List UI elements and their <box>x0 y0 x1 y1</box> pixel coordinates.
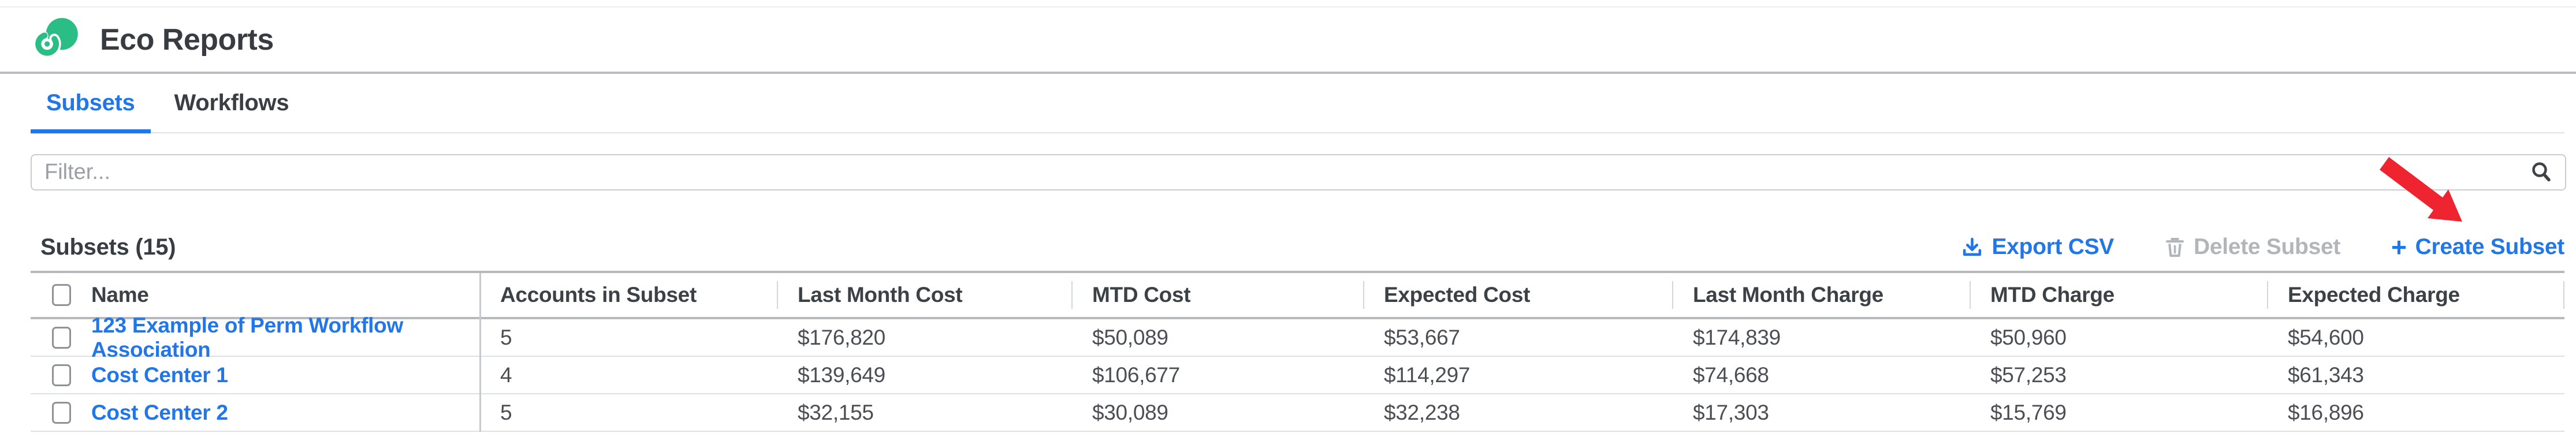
export-csv-button[interactable]: Export CSV <box>1961 234 2114 260</box>
header-cell-last-month-cost: Last Month Cost <box>777 273 1071 317</box>
subsets-table: Name Accounts in Subset Last Month Cost … <box>31 271 2564 432</box>
row-checkbox[interactable] <box>52 401 71 424</box>
actions-group: Export CSV Delete Subset + Create Subset <box>1961 234 2564 260</box>
header-cell-accounts: Accounts in Subset <box>479 273 777 317</box>
cell-expected-cost: $53,667 <box>1384 325 1460 349</box>
search-icon[interactable] <box>2529 160 2553 185</box>
cell-mtd-charge: $15,769 <box>1990 400 2067 424</box>
table-header-row: Name Accounts in Subset Last Month Cost … <box>31 273 2564 319</box>
cell-name: Cost Center 2 <box>31 394 479 431</box>
download-icon <box>1963 237 1982 256</box>
create-subset-button[interactable]: + Create Subset <box>2391 234 2564 260</box>
cell-last-month-cost: $139,649 <box>798 363 885 387</box>
plus-icon: + <box>2391 232 2407 262</box>
header-cell-last-month-charge: Last Month Charge <box>1672 273 1970 317</box>
row-checkbox[interactable] <box>52 364 71 386</box>
subset-name-link[interactable]: Cost Center 1 <box>91 363 228 387</box>
table-row: Cost Center 1 4 $139,649 $106,677 $114,2… <box>31 357 2564 394</box>
cell-mtd-charge: $57,253 <box>1990 363 2067 387</box>
header-cell-expected-charge: Expected Charge <box>2267 273 2564 317</box>
tab-workflows[interactable]: Workflows <box>174 90 289 115</box>
header-divider <box>0 72 2576 74</box>
app-header: Eco Reports <box>31 8 274 72</box>
cell-expected-charge: $16,896 <box>2288 400 2364 424</box>
list-toolbar: Subsets (15) Export CSV Delete Subset <box>31 232 2564 262</box>
create-subset-label: Create Subset <box>2415 234 2565 259</box>
column-label: Accounts in Subset <box>500 283 697 307</box>
tab-subsets[interactable]: Subsets <box>31 74 151 133</box>
column-label: Expected Cost <box>1384 283 1531 307</box>
eco-logo-icon <box>33 17 78 58</box>
cell-mtd-cost: $30,089 <box>1092 400 1168 424</box>
column-label: Last Month Charge <box>1693 283 1883 307</box>
filter-box <box>31 154 2566 191</box>
cell-last-month-cost: $176,820 <box>798 325 885 349</box>
page-title: Eco Reports <box>100 23 274 57</box>
cell-accounts: 5 <box>500 400 512 424</box>
subset-name-link[interactable]: Cost Center 2 <box>91 400 228 424</box>
header-cell-expected-cost: Expected Cost <box>1363 273 1672 317</box>
cell-accounts: 4 <box>500 363 512 387</box>
cell-last-month-cost: $32,155 <box>798 400 874 424</box>
filter-input[interactable] <box>32 160 2529 185</box>
cell-last-month-charge: $17,303 <box>1693 400 1769 424</box>
column-label: MTD Charge <box>1990 283 2115 307</box>
cell-last-month-charge: $174,839 <box>1693 325 1781 349</box>
cell-expected-cost: $114,297 <box>1384 363 1471 387</box>
delete-subset-button[interactable]: Delete Subset <box>2165 234 2340 260</box>
export-csv-label: Export CSV <box>1991 234 2115 259</box>
tab-bar: Subsets Workflows <box>31 74 2564 133</box>
subset-name-link[interactable]: 123 Example of Perm Workflow Association <box>91 313 403 361</box>
table-row: 123 Example of Perm Workflow Association… <box>31 313 2564 361</box>
header-cell-mtd-cost: MTD Cost <box>1071 273 1363 317</box>
header-cell-mtd-charge: MTD Charge <box>1970 273 2267 317</box>
cell-last-month-charge: $74,668 <box>1693 363 1769 387</box>
table-row: Cost Center 2 5 $32,155 $30,089 $32,238 … <box>31 394 2564 432</box>
cell-expected-charge: $54,600 <box>2288 325 2364 349</box>
top-hairline <box>0 6 2576 8</box>
cell-expected-cost: $32,238 <box>1384 400 1460 424</box>
delete-subset-label: Delete Subset <box>2194 234 2341 259</box>
column-label: Name <box>91 283 149 307</box>
column-label: Expected Charge <box>2288 283 2460 307</box>
cell-expected-charge: $61,343 <box>2288 363 2364 387</box>
cell-accounts: 5 <box>500 325 512 349</box>
column-label: MTD Cost <box>1092 283 1191 307</box>
cell-name: Cost Center 1 <box>31 357 479 393</box>
trash-icon <box>2166 237 2184 257</box>
name-column-divider <box>479 273 481 432</box>
cell-name: 123 Example of Perm Workflow Association <box>31 313 479 361</box>
subsets-count-heading: Subsets (15) <box>40 234 176 260</box>
column-label: Last Month Cost <box>798 283 963 307</box>
header-cell-name: Name <box>31 273 479 317</box>
cell-mtd-charge: $50,960 <box>1990 325 2067 349</box>
cell-mtd-cost: $50,089 <box>1092 325 1168 349</box>
select-all-checkbox[interactable] <box>52 284 71 306</box>
cell-mtd-cost: $106,677 <box>1092 363 1180 387</box>
row-checkbox[interactable] <box>52 326 71 349</box>
